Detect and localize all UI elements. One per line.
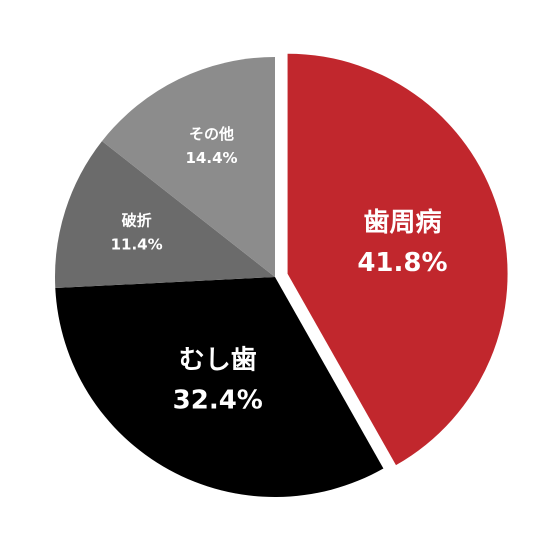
slice-value: 41.8% bbox=[357, 248, 447, 278]
slice-value: 11.4% bbox=[111, 235, 163, 253]
slice-value: 14.4% bbox=[186, 149, 238, 167]
slice-label: その他 bbox=[189, 125, 234, 143]
pie-slice bbox=[287, 53, 508, 466]
slice-label: 破折 bbox=[122, 211, 152, 229]
pie-slice bbox=[55, 141, 275, 289]
pie-slice bbox=[102, 57, 276, 277]
slice-label: 歯周病 bbox=[363, 208, 441, 238]
slice-value: 32.4% bbox=[173, 386, 263, 416]
slice-label: むし歯 bbox=[179, 346, 257, 376]
pie-slice bbox=[55, 277, 384, 497]
